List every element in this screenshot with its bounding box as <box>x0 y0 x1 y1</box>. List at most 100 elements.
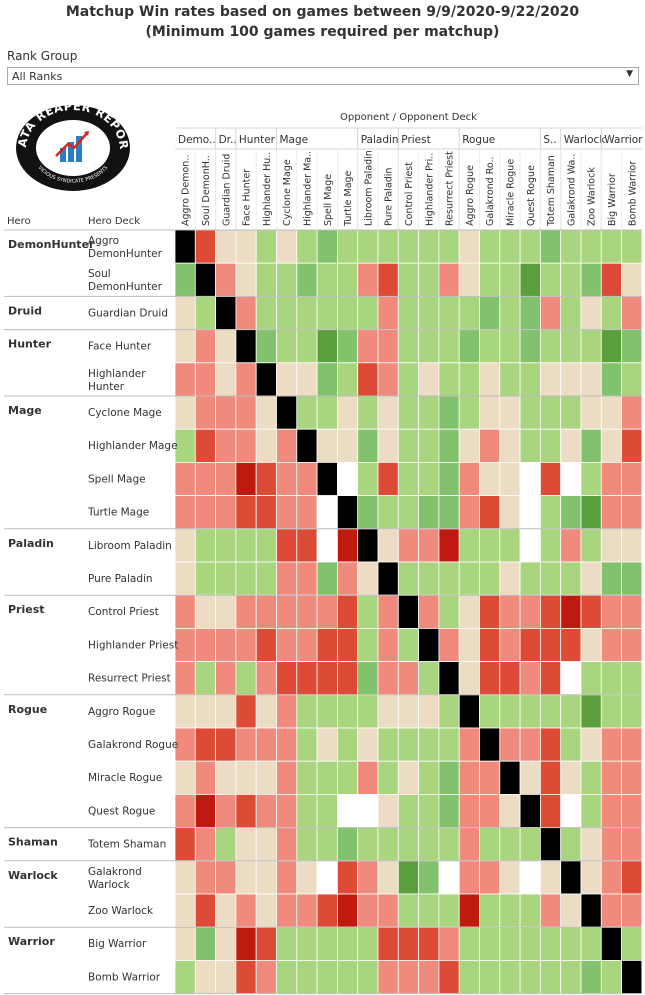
heatmap-cell <box>438 229 460 264</box>
heatmap-cell <box>540 760 562 795</box>
heatmap-cell <box>296 428 318 463</box>
heatmap-cell <box>418 926 440 961</box>
heatmap-cell <box>438 262 460 297</box>
heatmap-cell <box>255 461 277 496</box>
heatmap-cell <box>458 329 480 364</box>
heatmap-cell <box>336 827 359 862</box>
heatmap-cell <box>336 495 359 530</box>
heatmap-cell <box>560 362 582 397</box>
heatmap-cell <box>438 528 460 563</box>
hero-column-header: Hero <box>7 216 31 227</box>
heatmap-cell <box>336 760 359 795</box>
heatmap-cell <box>560 827 582 862</box>
heatmap-cell <box>519 528 541 563</box>
heatmap-cell <box>397 628 419 663</box>
heatmap-cell <box>377 229 399 264</box>
heatmap-cell <box>296 362 318 397</box>
heatmap-cell <box>316 329 338 364</box>
heatmap-cell <box>580 362 602 397</box>
heatmap-cell <box>255 395 277 430</box>
heatmap-cell <box>438 461 460 496</box>
heatmap-cell <box>519 461 541 496</box>
heatmap-cell <box>397 694 419 729</box>
column-label: Galakrond Wa.. <box>566 154 577 226</box>
heatmap-cell <box>438 329 460 364</box>
heatmap-cell <box>540 960 562 995</box>
heatmap-cell <box>276 295 298 330</box>
heatmap-cell <box>235 926 257 961</box>
heatmap-cell <box>316 262 338 297</box>
deck-label: Galakrond Warlock <box>88 866 142 891</box>
heatmap-cell <box>276 528 298 563</box>
heatmap-cell <box>600 594 622 629</box>
heatmap-cell <box>621 229 643 264</box>
heatmap-cell <box>276 827 298 862</box>
hero-label: Hunter <box>8 338 52 351</box>
heatmap-cell <box>316 428 338 463</box>
deck-label: Guardian Druid <box>88 307 168 319</box>
heatmap-cell <box>540 528 562 563</box>
heatmap-cell <box>215 827 237 862</box>
heatmap-cell <box>479 694 501 729</box>
column-group-label: Priest <box>401 134 430 146</box>
heatmap-cell <box>194 495 217 530</box>
heatmap-cell <box>296 495 318 530</box>
heatmap-cell <box>519 262 541 297</box>
heatmap-cell <box>600 428 622 463</box>
heatmap-cell <box>621 495 643 530</box>
heatmap-cell <box>600 794 622 829</box>
heatmap-cell <box>377 827 399 862</box>
heatmap-cell <box>296 461 318 496</box>
heatmap-cell <box>174 528 196 563</box>
heatmap-cell <box>357 461 379 496</box>
heatmap-cell <box>296 661 318 696</box>
column-label: Big Warrior <box>607 173 618 226</box>
heatmap-cell <box>316 794 338 829</box>
heatmap-cell <box>397 760 419 795</box>
heatmap-cell <box>479 561 501 596</box>
heatmap-cell <box>458 528 480 563</box>
heatmap-cell <box>194 295 217 330</box>
heatmap-cell <box>418 295 440 330</box>
heatmap-cell <box>600 727 622 762</box>
heatmap-cell <box>255 827 277 862</box>
heatmap-cell <box>276 727 298 762</box>
heatmap-cell <box>438 893 460 928</box>
heatmap-cell <box>336 329 359 364</box>
heatmap-cell <box>235 229 257 264</box>
deck-label: Totem Shaman <box>87 839 166 851</box>
rank-group-select[interactable]: All Ranks ▼ <box>7 67 639 85</box>
heatmap-cell <box>560 295 582 330</box>
heatmap-cell <box>560 760 582 795</box>
heatmap-cell <box>580 229 602 264</box>
heatmap-cell <box>580 495 602 530</box>
heatmap-cell <box>255 528 277 563</box>
heatmap-cell <box>479 827 501 862</box>
heatmap-cell <box>377 926 399 961</box>
heatmap-cell <box>194 893 217 928</box>
heatmap-cell <box>397 395 419 430</box>
heatmap-cell <box>519 727 541 762</box>
heatmap-cell <box>519 926 541 961</box>
heatmap-cell <box>580 329 602 364</box>
heatmap-cell <box>499 628 521 663</box>
heatmap-cell <box>377 694 399 729</box>
heatmap-cell <box>194 594 217 629</box>
heatmap-cell <box>600 262 622 297</box>
heatmap-cell <box>296 295 318 330</box>
heatmap-cell <box>377 395 399 430</box>
heatmap-cell <box>357 661 379 696</box>
heatmap-cell <box>255 694 277 729</box>
heatmap-cell <box>479 395 501 430</box>
heatmap-cell <box>580 960 602 995</box>
heatmap-cell <box>479 760 501 795</box>
heatmap-cell <box>397 295 419 330</box>
heatmap-cell <box>336 727 359 762</box>
heatmap-cell <box>336 926 359 961</box>
heatmap-cell <box>580 628 602 663</box>
deck-label: Aggro Rogue <box>88 706 155 718</box>
heatmap-cell <box>540 295 562 330</box>
heatmap-cell <box>235 594 257 629</box>
heatmap-cell <box>519 893 541 928</box>
heatmap-cell <box>276 362 298 397</box>
